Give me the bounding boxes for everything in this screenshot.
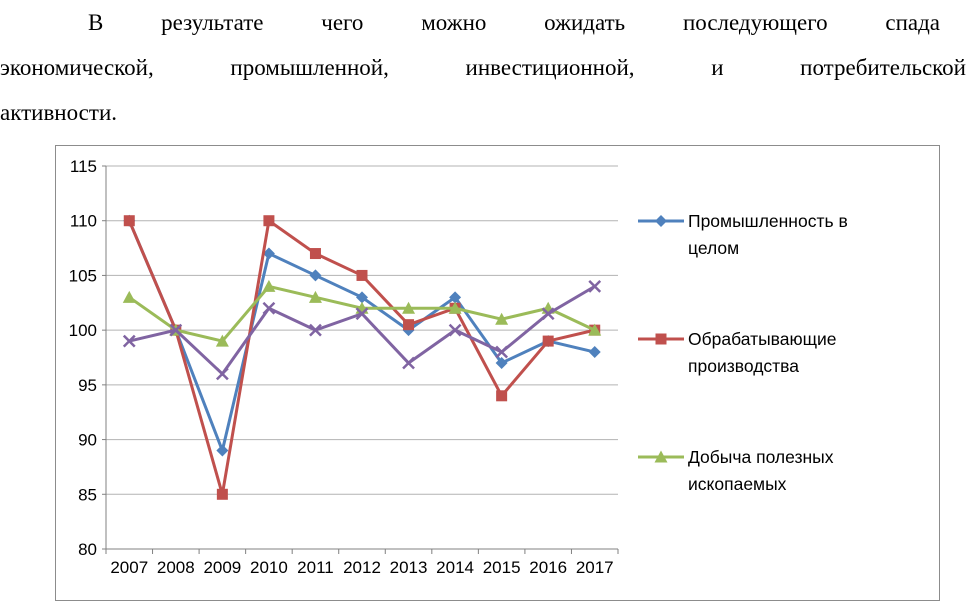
x-tick-label: 2010 [250,558,288,577]
legend-label-mining: Добыча полезных ископаемых [688,447,834,494]
legend-item-mining: Добыча полезных ископаемых [638,444,864,498]
document-paragraph: В результате чего можно ожидать последую… [0,0,968,135]
y-tick-label: 85 [78,485,97,504]
legend-item-manufacturing: Обрабатывающие производства [638,326,864,380]
line-chart-figure: 80 85 90 95 100 105 110 115 2007 2008 2009 2010 2011… [55,145,940,601]
paragraph-line-2: экономической, промышленной, инвестицион… [0,55,966,80]
y-tick-label: 95 [78,376,97,395]
y-tick-label: 115 [70,157,97,176]
legend-square-marker-icon [638,333,684,345]
y-tick-label: 100 [69,321,97,340]
line-chart-canvas: 80 85 90 95 100 105 110 115 2007 2008 2009 2010 2011… [69,157,619,577]
x-tick-label: 2007 [110,558,148,577]
x-tick-label: 2017 [576,558,614,577]
x-tick-label: 2009 [203,558,241,577]
legend-triangle-marker-icon [638,450,684,463]
y-tick-label: 80 [78,540,97,559]
chart-legend: Промышленность в целом Обрабатывающие пр… [638,208,864,498]
x-tick-label: 2011 [297,558,334,577]
y-tick-label: 110 [70,212,97,231]
paragraph-line-3: активности. [0,100,117,125]
x-tick-label: 2014 [436,558,474,577]
y-tick-label: 105 [69,266,97,285]
x-tick-label: 2013 [390,558,428,577]
legend-diamond-marker-icon [638,215,684,227]
x-tick-label: 2012 [343,558,381,577]
paragraph-line-1: В результате чего можно ожидать последую… [88,10,940,35]
series-line-manufacturing [127,218,596,495]
y-tick-label: 90 [78,431,97,450]
x-tick-label: 2015 [483,558,521,577]
legend-item-industry-total: Промышленность в целом [638,208,864,262]
legend-label-industry-total: Промышленность в целом [688,211,848,258]
x-tick-label: 2016 [529,558,567,577]
x-tick-label: 2008 [157,558,195,577]
legend-label-manufacturing: Обрабатывающие производства [688,329,837,376]
